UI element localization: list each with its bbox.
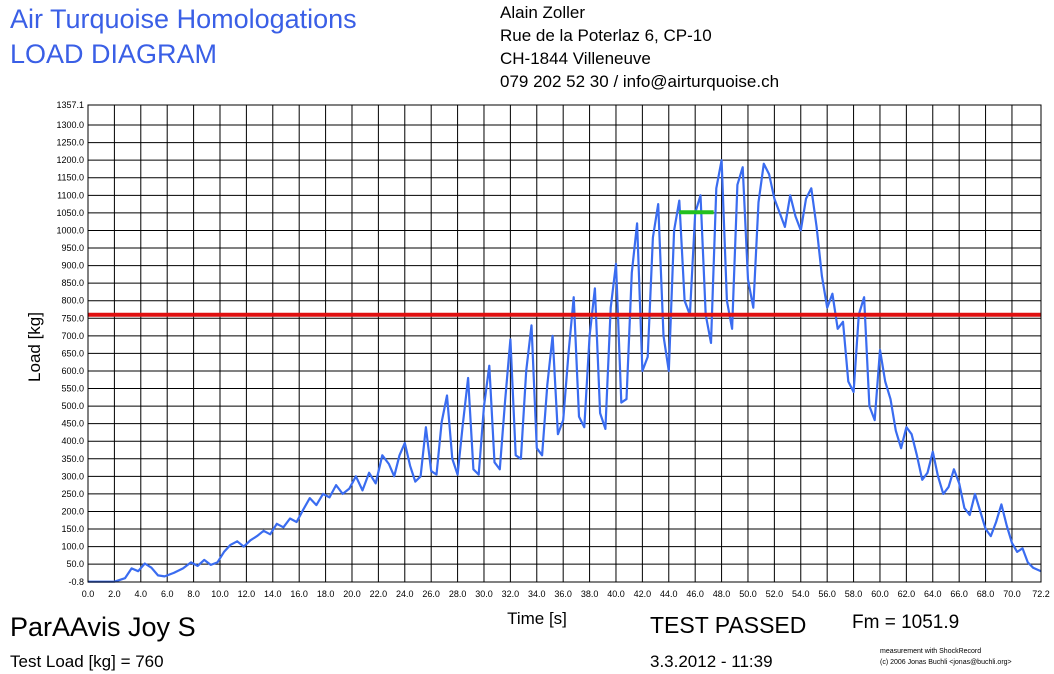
y-tick-label: 950.0	[61, 243, 84, 253]
y-tick-label: 400.0	[61, 436, 84, 446]
header-title: Air Turquoise Homologations	[10, 4, 357, 34]
y-tick-label: 700.0	[61, 331, 84, 341]
y-tick-label: 1100.0	[57, 190, 84, 200]
address-street: Rue de la Poterlaz 6, CP-10	[500, 26, 712, 45]
y-tick-label: 350.0	[61, 454, 84, 464]
y-tick-label: 1357.1	[56, 100, 84, 110]
x-tick-label: 68.0	[977, 589, 995, 599]
y-tick-label: 1000.0	[56, 225, 84, 235]
x-tick-label: 24.0	[396, 589, 414, 599]
x-tick-label: 52.0	[766, 589, 784, 599]
x-tick-label: 36.0	[554, 589, 572, 599]
address-contact: 079 202 52 30 / info@airturquoise.ch	[500, 72, 780, 91]
x-tick-label: 16.0	[290, 589, 308, 599]
x-tick-label: 12.0	[238, 589, 256, 599]
x-tick-label: 4.0	[135, 589, 148, 599]
x-tick-label: 2.0	[108, 589, 121, 599]
x-tick-label: 34.0	[528, 589, 546, 599]
fm-value: Fm = 1051.9	[852, 612, 960, 633]
y-axis-ticks: -0.8 50.0 100.0 150.0 200.0 250.0 300.0 350.0 40…	[56, 100, 84, 587]
x-tick-label: 32.0	[502, 589, 520, 599]
y-tick-label: 300.0	[61, 471, 84, 481]
x-tick-label: 14.0	[264, 589, 282, 599]
y-tick-label: 600.0	[61, 366, 84, 376]
x-tick-label: 30.0	[475, 589, 493, 599]
x-axis-title: Time [s]	[507, 609, 567, 628]
y-tick-label: 850.0	[61, 278, 84, 288]
x-tick-label: 66.0	[950, 589, 968, 599]
x-tick-label: 48.0	[713, 589, 731, 599]
y-tick-label: 650.0	[61, 348, 84, 358]
x-tick-label: 54.0	[792, 589, 810, 599]
x-tick-label: 0.0	[82, 589, 95, 599]
y-tick-label: 500.0	[61, 401, 84, 411]
x-tick-label: 44.0	[660, 589, 678, 599]
x-tick-label: 6.0	[161, 589, 174, 599]
x-tick-label: 58.0	[845, 589, 863, 599]
y-tick-label: 250.0	[61, 489, 84, 499]
x-tick-label: 28.0	[449, 589, 467, 599]
x-tick-label: 64.0	[924, 589, 942, 599]
y-tick-label: 1150.0	[57, 173, 84, 183]
x-tick-label: 10.0	[211, 589, 229, 599]
x-tick-label: 70.0	[1003, 589, 1021, 599]
y-tick-label: 100.0	[61, 542, 84, 552]
x-tick-label: 42.0	[634, 589, 652, 599]
plot-border	[87, 104, 1042, 583]
x-tick-label: 60.0	[871, 589, 889, 599]
y-tick-label: 1250.0	[56, 138, 84, 148]
x-tick-label: 62.0	[898, 589, 916, 599]
product-name: ParAAvis Joy S	[10, 612, 196, 642]
y-tick-label: 800.0	[61, 296, 84, 306]
x-axis-ticks: 0.0 2.0 4.0 6.0 8.0 10.0 12.0 14.0 16.0 18.0 20.0 2…	[82, 589, 1050, 599]
y-tick-label: 50.0	[66, 559, 84, 569]
x-tick-label: 50.0	[739, 589, 757, 599]
address-city: CH-1844 Villeneuve	[500, 49, 651, 68]
credit-line-2: (c) 2006 Jonas Buchli <jonas@buchli.org>	[880, 659, 1012, 666]
x-tick-label: 20.0	[343, 589, 361, 599]
x-tick-label: 8.0	[187, 589, 200, 599]
x-tick-label: 72.2	[1032, 589, 1050, 599]
credit-line-1: measurement with ShockRecord	[880, 648, 982, 655]
header-subtitle: LOAD DIAGRAM	[10, 39, 218, 69]
x-tick-label: 18.0	[317, 589, 335, 599]
y-tick-label: -0.8	[68, 577, 84, 587]
y-axis-title: Load [kg]	[25, 312, 44, 382]
x-tick-label: 56.0	[818, 589, 836, 599]
x-tick-label: 22.0	[370, 589, 388, 599]
x-tick-label: 38.0	[581, 589, 599, 599]
y-tick-label: 900.0	[61, 261, 84, 271]
test-date: 3.3.2012 - 11:39	[650, 652, 773, 671]
x-tick-label: 40.0	[607, 589, 625, 599]
y-tick-label: 550.0	[61, 384, 84, 394]
y-tick-label: 1200.0	[56, 155, 84, 165]
test-load-label: Test Load [kg] = 760	[10, 652, 164, 671]
chart-grid	[87, 104, 1042, 583]
y-tick-label: 1050.0	[56, 208, 84, 218]
load-series-line	[88, 159, 1042, 583]
test-status: TEST PASSED	[650, 612, 807, 638]
y-tick-label: 200.0	[61, 506, 84, 516]
y-tick-label: 750.0	[61, 313, 84, 323]
x-tick-label: 26.0	[422, 589, 440, 599]
y-tick-label: 450.0	[61, 419, 84, 429]
address-name: Alain Zoller	[500, 3, 586, 22]
x-tick-label: 46.0	[686, 589, 704, 599]
y-tick-label: 150.0	[61, 524, 84, 534]
y-tick-label: 1300.0	[56, 120, 84, 130]
